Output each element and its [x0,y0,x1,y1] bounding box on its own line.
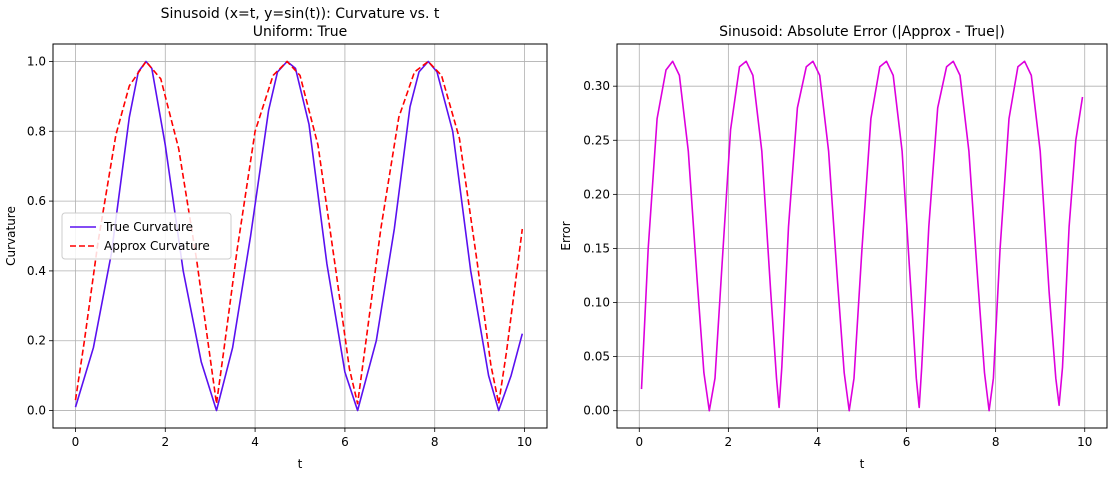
chart-title: Sinusoid: Absolute Error (|Approx - True… [719,24,1005,40]
x-axis-label: t [860,457,865,471]
grid [53,44,547,428]
x-tick-label: 10 [517,435,532,449]
x-axis-label: t [298,457,303,471]
y-tick-label: 0.25 [583,133,610,147]
chart-subtitle: Uniform: True [253,24,348,40]
legend-label: Approx Curvature [104,239,210,253]
legend-label: True Curvature [103,220,193,234]
grid [617,44,1107,428]
series-group [74,60,524,412]
plot-frame [616,43,1108,429]
y-tick-label: 0.05 [583,350,610,364]
x-tick-label: 8 [431,435,439,449]
x-tick-label: 0 [635,435,643,449]
y-tick-label: 0.4 [27,264,46,278]
legend: True Curvature Approx Curvature [61,212,232,260]
x-tick-label: 0 [72,435,80,449]
legend-box [61,212,232,260]
plot-frame [52,43,548,429]
x-tick-label: 2 [725,435,733,449]
error-chart: Sinusoid: Absolute Error (|Approx - True… [559,24,1108,471]
y-tick-label: 0.6 [27,194,46,208]
x-tick-label: 4 [251,435,259,449]
x-tick-label: 2 [161,435,169,449]
y-tick-label: 0.8 [27,124,46,138]
y-tick-label: 0.10 [583,296,610,310]
x-tick-label: 6 [903,435,911,449]
x-tick-label: 4 [814,435,822,449]
tick-group: 0 2 4 6 8 10 0.0 0.2 0.4 0.6 0.8 1.0 [27,54,532,449]
y-tick-label: 0.00 [583,404,610,418]
y-tick-label: 0.30 [583,79,610,93]
series-group [640,60,1084,412]
chart-title: Sinusoid (x=t, y=sin(t)): Curvature vs. … [161,6,440,22]
x-tick-label: 6 [341,435,349,449]
y-tick-label: 0.2 [27,334,46,348]
y-tick-label: 0.0 [27,404,46,418]
series-line-1-0 [640,60,1084,412]
x-tick-label: 10 [1077,435,1092,449]
curvature-chart: Sinusoid (x=t, y=sin(t)): Curvature vs. … [4,6,548,471]
x-tick-label: 8 [992,435,1000,449]
y-tick-label: 0.15 [583,241,610,255]
y-axis-label: Curvature [4,206,18,266]
y-tick-label: 0.20 [583,187,610,201]
series-line-approx-curvature [74,60,524,405]
tick-group: 0 2 4 6 8 10 0.00 0.05 0.10 0.15 0.20 0.25 0.30 [583,79,1092,449]
y-tick-label: 1.0 [27,54,46,68]
y-axis-label: Error [559,221,573,250]
